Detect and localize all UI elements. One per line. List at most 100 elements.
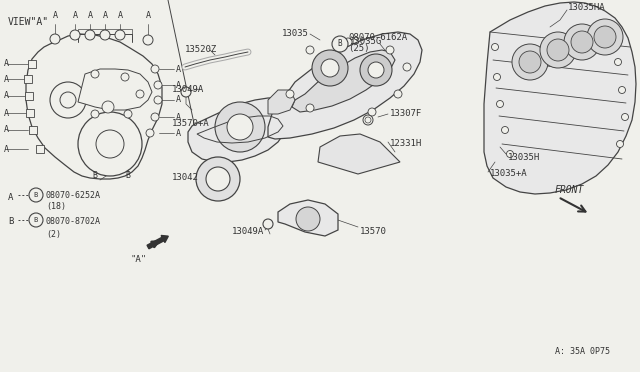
Circle shape bbox=[616, 141, 623, 148]
Bar bbox=[25, 92, 33, 100]
Circle shape bbox=[143, 35, 153, 45]
Circle shape bbox=[512, 44, 548, 80]
Text: B: B bbox=[125, 170, 131, 180]
Circle shape bbox=[344, 38, 352, 46]
Circle shape bbox=[50, 82, 86, 118]
Polygon shape bbox=[318, 134, 400, 174]
Circle shape bbox=[306, 104, 314, 112]
Text: 13049A: 13049A bbox=[232, 228, 264, 237]
Text: A: A bbox=[176, 96, 181, 105]
Circle shape bbox=[70, 30, 80, 40]
Circle shape bbox=[618, 87, 625, 93]
Circle shape bbox=[29, 188, 43, 202]
Text: 13307F: 13307F bbox=[390, 109, 422, 119]
Circle shape bbox=[154, 81, 162, 89]
Circle shape bbox=[196, 157, 240, 201]
Text: 13520Z: 13520Z bbox=[185, 45, 217, 55]
Circle shape bbox=[136, 90, 144, 98]
Circle shape bbox=[151, 65, 159, 73]
Circle shape bbox=[386, 46, 394, 54]
Text: FRONT: FRONT bbox=[555, 185, 584, 195]
Circle shape bbox=[360, 54, 392, 86]
Bar bbox=[26, 109, 34, 117]
Text: B: B bbox=[93, 170, 97, 180]
Polygon shape bbox=[188, 98, 292, 162]
Circle shape bbox=[587, 19, 623, 55]
Circle shape bbox=[151, 113, 159, 121]
Text: 13035HA: 13035HA bbox=[568, 3, 605, 12]
Circle shape bbox=[621, 113, 628, 121]
Text: A: A bbox=[4, 60, 9, 68]
Circle shape bbox=[332, 36, 348, 52]
Text: A: A bbox=[145, 11, 150, 20]
Text: 13049A: 13049A bbox=[172, 86, 204, 94]
Text: 13035H: 13035H bbox=[508, 153, 540, 161]
Circle shape bbox=[519, 51, 541, 73]
Bar bbox=[36, 145, 44, 153]
Text: B: B bbox=[34, 192, 38, 198]
Circle shape bbox=[227, 114, 253, 140]
Text: A: A bbox=[72, 11, 77, 20]
Polygon shape bbox=[268, 90, 295, 114]
Polygon shape bbox=[278, 200, 338, 236]
Circle shape bbox=[85, 30, 95, 40]
Circle shape bbox=[365, 117, 371, 123]
Text: A: A bbox=[4, 92, 9, 100]
Circle shape bbox=[296, 207, 320, 231]
Circle shape bbox=[368, 108, 376, 116]
Circle shape bbox=[403, 63, 411, 71]
Circle shape bbox=[306, 46, 314, 54]
Circle shape bbox=[115, 30, 125, 40]
Circle shape bbox=[394, 90, 402, 98]
Text: A: A bbox=[4, 144, 9, 154]
Text: 08070-8702A: 08070-8702A bbox=[46, 218, 101, 227]
Polygon shape bbox=[78, 69, 152, 110]
Text: A: A bbox=[176, 80, 181, 90]
Text: 13035+A: 13035+A bbox=[490, 170, 527, 179]
Circle shape bbox=[286, 90, 294, 98]
Polygon shape bbox=[268, 32, 422, 139]
Text: 08070-6252A: 08070-6252A bbox=[46, 190, 101, 199]
Text: 13570: 13570 bbox=[360, 228, 387, 237]
Circle shape bbox=[78, 112, 142, 176]
Text: VIEW"A": VIEW"A" bbox=[8, 17, 49, 27]
Circle shape bbox=[493, 74, 500, 80]
Text: A: A bbox=[176, 64, 181, 74]
Text: A: A bbox=[4, 74, 9, 83]
Text: 08070-6162A: 08070-6162A bbox=[348, 32, 407, 42]
Bar bbox=[28, 60, 36, 68]
Circle shape bbox=[368, 62, 384, 78]
Text: 13042: 13042 bbox=[172, 173, 199, 182]
Circle shape bbox=[564, 24, 600, 60]
Text: A: A bbox=[176, 112, 181, 122]
Circle shape bbox=[91, 70, 99, 78]
Circle shape bbox=[96, 130, 124, 158]
Circle shape bbox=[91, 110, 99, 118]
Circle shape bbox=[50, 34, 60, 44]
Circle shape bbox=[571, 31, 593, 53]
Circle shape bbox=[60, 92, 76, 108]
Circle shape bbox=[312, 50, 348, 86]
Circle shape bbox=[263, 219, 273, 229]
Circle shape bbox=[594, 26, 616, 48]
Circle shape bbox=[181, 87, 191, 97]
Text: B: B bbox=[34, 217, 38, 223]
Text: 13570+A: 13570+A bbox=[172, 119, 210, 128]
Text: A: A bbox=[118, 11, 122, 20]
Text: A: A bbox=[176, 128, 181, 138]
Text: A: A bbox=[88, 11, 93, 20]
Circle shape bbox=[492, 44, 499, 51]
Text: A: 35A 0P75: A: 35A 0P75 bbox=[555, 347, 610, 356]
Text: A: A bbox=[4, 109, 9, 118]
Text: (18): (18) bbox=[46, 202, 66, 212]
Circle shape bbox=[321, 59, 339, 77]
Text: 13035: 13035 bbox=[282, 29, 309, 38]
Circle shape bbox=[363, 115, 373, 125]
FancyArrow shape bbox=[147, 235, 168, 249]
Text: 13035G: 13035G bbox=[350, 38, 382, 46]
Circle shape bbox=[540, 32, 576, 68]
Circle shape bbox=[124, 110, 132, 118]
Circle shape bbox=[154, 96, 162, 104]
Text: B: B bbox=[8, 218, 13, 227]
Circle shape bbox=[502, 126, 509, 134]
